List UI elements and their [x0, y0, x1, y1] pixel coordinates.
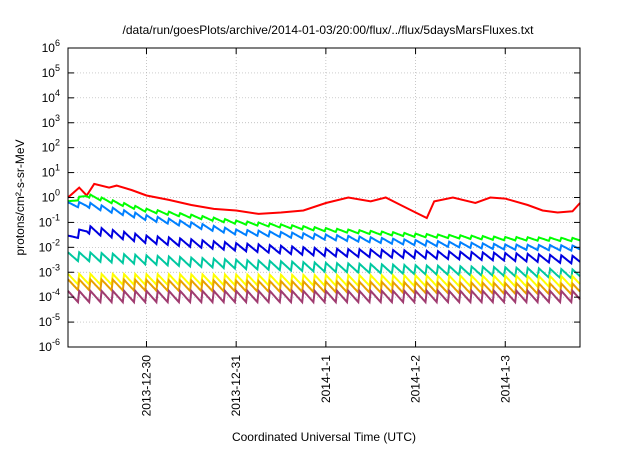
- series-line-2: [67, 193, 581, 243]
- series-line-1: [67, 182, 581, 220]
- chart-title: /data/run/goesPlots/archive/2014-01-03/2…: [123, 23, 535, 37]
- x-tick-label: 2014-1-2: [409, 355, 423, 403]
- series-line-6: [67, 271, 581, 289]
- series-line-3: [67, 200, 581, 253]
- y-tick-label: 10-5: [39, 312, 60, 329]
- y-tick-label: 101: [42, 163, 60, 180]
- y-tick-label: 10-3: [39, 262, 60, 279]
- x-tick-label: 2013-12-31: [229, 355, 243, 417]
- x-tick-label: 2014-1-3: [498, 355, 512, 403]
- y-tick-label: 106: [42, 38, 60, 55]
- x-tick-label: 2013-12-30: [139, 355, 153, 417]
- series-line-7: [67, 277, 581, 297]
- x-tick-label: 2014-1-1: [319, 355, 333, 403]
- axis-ticks: 10-6 10-5 10-4 10-3 10-2 10-1 100 101 102 103 104 1…: [39, 38, 580, 416]
- y-tick-label: 102: [42, 138, 60, 155]
- y-axis-label: protons/cm²-s-sr-MeV: [13, 139, 27, 255]
- y-tick-label: 10-1: [39, 212, 60, 229]
- series-line-8: [67, 288, 581, 305]
- series-line-4: [67, 224, 581, 266]
- series-line-5: [67, 250, 581, 281]
- y-tick-label: 10-2: [39, 237, 60, 254]
- y-tick-label: 100: [42, 188, 60, 205]
- y-tick-label: 103: [42, 113, 60, 130]
- x-axis-label: Coordinated Universal Time (UTC): [232, 430, 416, 444]
- y-tick-label: 10-4: [39, 287, 60, 304]
- y-tick-label: 105: [42, 63, 60, 80]
- series-layer: [67, 182, 581, 305]
- y-tick-label: 104: [42, 88, 60, 105]
- y-tick-label: 10-6: [39, 337, 60, 354]
